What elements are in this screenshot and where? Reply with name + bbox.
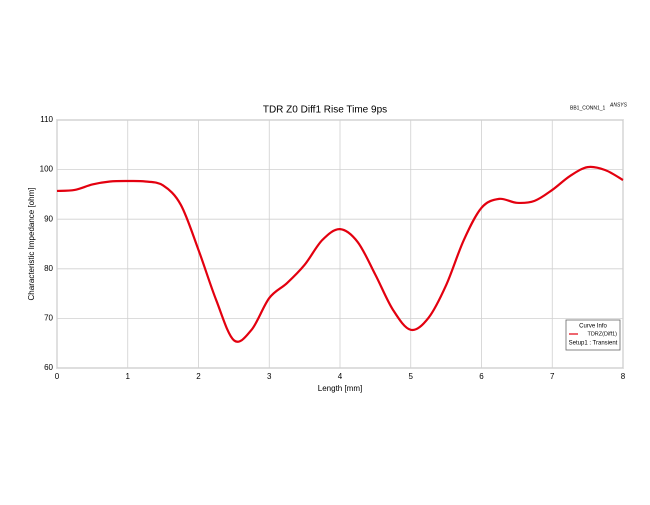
- x-tick-label: 5: [409, 372, 414, 381]
- x-tick-label: 0: [55, 372, 60, 381]
- data-line: [56, 165, 624, 343]
- legend-subtitle: Setup1 : Transient: [569, 341, 618, 347]
- x-tick-label: 7: [550, 372, 555, 381]
- y-tick-label: 70: [44, 314, 53, 323]
- y-tick-label: 80: [44, 264, 53, 273]
- x-axis-label: Length [mm]: [318, 384, 362, 393]
- y-tick-label: 110: [40, 115, 53, 124]
- logo: ANSYS: [609, 102, 628, 108]
- y-axis-label: Characteristic Impedance [ohm]: [27, 188, 36, 301]
- legend-entry: TDRZ(Diff1): [587, 331, 617, 337]
- x-tick-label: 3: [267, 372, 272, 381]
- x-tick-label: 8: [621, 372, 626, 381]
- y-tick-label: 60: [44, 363, 53, 372]
- x-tick-label: 6: [479, 372, 484, 381]
- legend-title: Curve Info: [579, 324, 607, 330]
- x-tick-label: 4: [338, 372, 343, 381]
- y-tick-label: 90: [44, 214, 53, 223]
- x-tick-label: 1: [126, 372, 131, 381]
- chart-title: TDR Z0 Diff1 Rise Time 9ps: [263, 105, 387, 116]
- x-tick-label: 2: [196, 372, 201, 381]
- y-tick-label: 100: [40, 165, 54, 174]
- legend-box: [565, 319, 621, 351]
- design-name: BB1_CONN1_1: [570, 105, 606, 111]
